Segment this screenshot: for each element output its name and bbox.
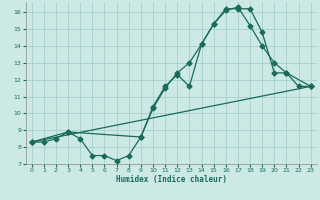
- X-axis label: Humidex (Indice chaleur): Humidex (Indice chaleur): [116, 175, 227, 184]
